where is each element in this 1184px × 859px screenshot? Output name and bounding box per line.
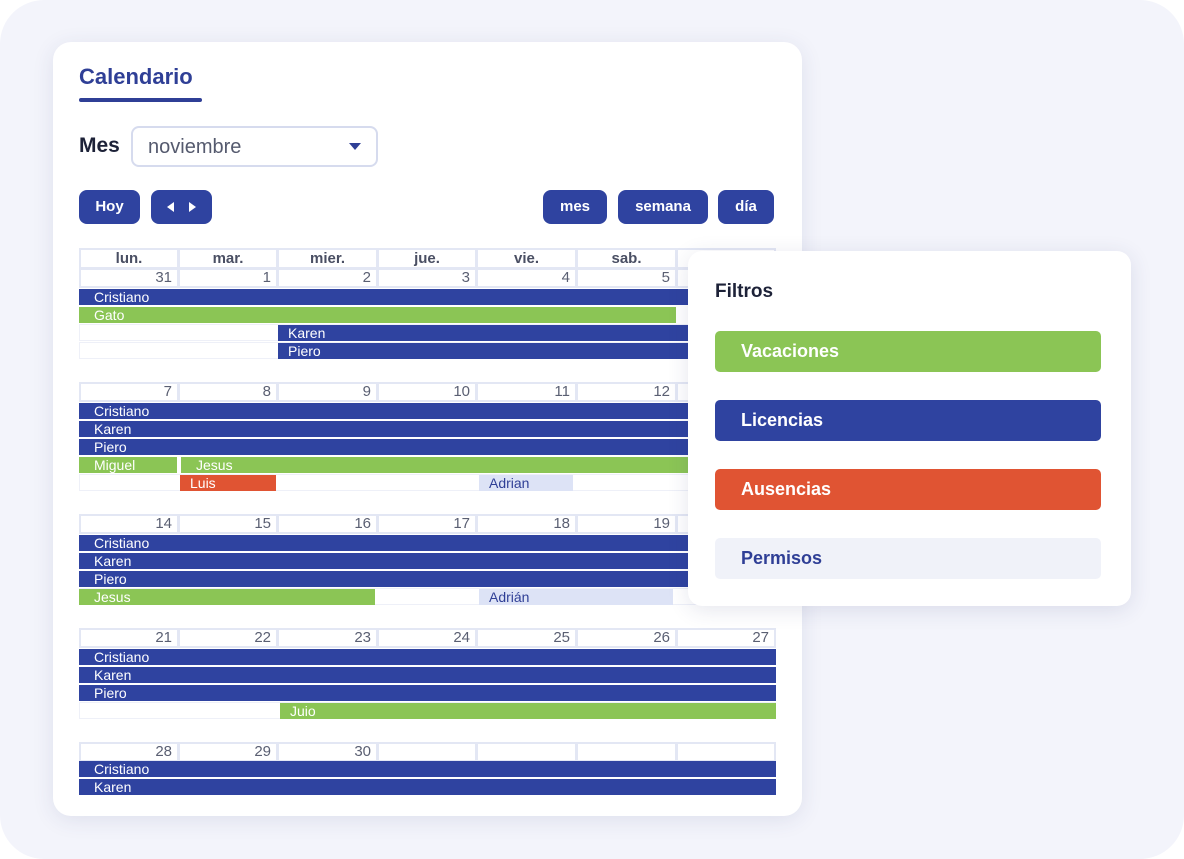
weekday-header-row: lun. mar. mier. jue. vie. sab. bbox=[79, 248, 776, 269]
event-bar[interactable]: Luis bbox=[180, 475, 276, 491]
day-number[interactable]: 22 bbox=[178, 628, 278, 648]
filters-title: Filtros bbox=[715, 281, 774, 302]
filters-panel: Filtros Vacaciones Licencias Ausencias P… bbox=[688, 251, 1131, 606]
day-number[interactable]: 28 bbox=[79, 742, 179, 762]
day-number[interactable]: 7 bbox=[79, 382, 179, 402]
event-bar[interactable]: Karen bbox=[79, 779, 776, 795]
day-number[interactable]: 8 bbox=[178, 382, 278, 402]
weekday-header: vie. bbox=[476, 248, 577, 269]
arrow-left-icon[interactable] bbox=[167, 202, 174, 212]
day-number[interactable]: 11 bbox=[476, 382, 577, 402]
day-number[interactable]: 4 bbox=[476, 268, 577, 288]
event-bar[interactable]: Miguel bbox=[79, 457, 177, 473]
week-row: 14 15 16 17 18 19 Cristiano Karen Piero … bbox=[79, 514, 776, 606]
day-number[interactable] bbox=[576, 742, 677, 762]
tab-underline bbox=[79, 98, 202, 102]
day-number[interactable] bbox=[476, 742, 577, 762]
day-number[interactable]: 9 bbox=[277, 382, 378, 402]
event-bar[interactable]: Cristiano bbox=[79, 289, 776, 305]
month-select[interactable]: noviembre bbox=[131, 126, 378, 167]
event-bar[interactable]: Karen bbox=[79, 421, 776, 437]
day-number[interactable]: 10 bbox=[377, 382, 477, 402]
day-number[interactable]: 2 bbox=[277, 268, 378, 288]
day-number[interactable]: 31 bbox=[79, 268, 179, 288]
event-bar[interactable]: Karen bbox=[79, 667, 776, 683]
week-row: 28 29 30 Cristiano Karen bbox=[79, 742, 776, 798]
day-number[interactable] bbox=[377, 742, 477, 762]
weekday-header: jue. bbox=[377, 248, 477, 269]
day-number[interactable]: 30 bbox=[277, 742, 378, 762]
calendar-tab-title[interactable]: Calendario bbox=[79, 64, 193, 89]
filter-vacaciones-button[interactable]: Vacaciones bbox=[715, 331, 1101, 372]
weekday-header: sab. bbox=[576, 248, 677, 269]
day-number[interactable]: 29 bbox=[178, 742, 278, 762]
today-button[interactable]: Hoy bbox=[79, 190, 140, 224]
event-bar[interactable]: Juio bbox=[280, 703, 776, 719]
day-number[interactable]: 5 bbox=[576, 268, 677, 288]
day-number[interactable]: 23 bbox=[277, 628, 378, 648]
filter-ausencias-button[interactable]: Ausencias bbox=[715, 469, 1101, 510]
event-bar[interactable]: Cristiano bbox=[79, 649, 776, 665]
weekday-header: lun. bbox=[79, 248, 179, 269]
weekday-header: mier. bbox=[277, 248, 378, 269]
day-view-button[interactable]: día bbox=[718, 190, 774, 224]
calendar-card: Calendario Mes noviembre Hoy mes semana … bbox=[53, 42, 802, 816]
event-bar[interactable]: Cristiano bbox=[79, 403, 776, 419]
week-view-button[interactable]: semana bbox=[618, 190, 708, 224]
day-number[interactable]: 3 bbox=[377, 268, 477, 288]
event-bar[interactable]: Piero bbox=[278, 343, 776, 359]
day-number[interactable]: 24 bbox=[377, 628, 477, 648]
day-number[interactable]: 16 bbox=[277, 514, 378, 534]
event-bar[interactable]: Jesus bbox=[79, 589, 375, 605]
day-number[interactable]: 14 bbox=[79, 514, 179, 534]
month-label: Mes bbox=[79, 134, 120, 157]
day-number[interactable]: 27 bbox=[676, 628, 776, 648]
event-bar[interactable]: Gato bbox=[79, 307, 676, 323]
event-bar[interactable]: Piero bbox=[79, 439, 776, 455]
event-bar[interactable]: Adrian bbox=[479, 475, 573, 491]
event-bar[interactable]: Cristiano bbox=[79, 761, 776, 777]
month-select-value: noviembre bbox=[148, 136, 242, 158]
prev-next-button[interactable] bbox=[151, 190, 212, 224]
day-number[interactable]: 19 bbox=[576, 514, 677, 534]
filter-licencias-button[interactable]: Licencias bbox=[715, 400, 1101, 441]
arrow-right-icon[interactable] bbox=[189, 202, 196, 212]
event-bar[interactable]: Karen bbox=[79, 553, 776, 569]
week-row: 7 8 9 10 11 12 Cristiano Karen Piero Mig… bbox=[79, 382, 776, 494]
event-bar[interactable]: Piero bbox=[79, 685, 776, 701]
day-number[interactable]: 12 bbox=[576, 382, 677, 402]
week-row: 31 1 2 3 4 5 Cristiano Gato Karen Piero bbox=[79, 268, 776, 362]
event-bar[interactable]: Piero bbox=[79, 571, 776, 587]
event-bar[interactable]: Jesus bbox=[181, 457, 776, 473]
month-view-button[interactable]: mes bbox=[543, 190, 607, 224]
day-number[interactable] bbox=[676, 742, 776, 762]
day-number[interactable]: 15 bbox=[178, 514, 278, 534]
week-row: 21 22 23 24 25 26 27 Cristiano Karen Pie… bbox=[79, 628, 776, 720]
event-bar[interactable]: Adrián bbox=[479, 589, 673, 605]
chevron-down-icon bbox=[349, 143, 361, 150]
day-number[interactable]: 18 bbox=[476, 514, 577, 534]
day-number[interactable]: 17 bbox=[377, 514, 477, 534]
day-number[interactable]: 21 bbox=[79, 628, 179, 648]
filter-permisos-button[interactable]: Permisos bbox=[715, 538, 1101, 579]
day-number[interactable]: 25 bbox=[476, 628, 577, 648]
weekday-header: mar. bbox=[178, 248, 278, 269]
day-number[interactable]: 26 bbox=[576, 628, 677, 648]
day-number[interactable]: 1 bbox=[178, 268, 278, 288]
event-bar[interactable]: Cristiano bbox=[79, 535, 776, 551]
event-bar[interactable]: Karen bbox=[278, 325, 776, 341]
